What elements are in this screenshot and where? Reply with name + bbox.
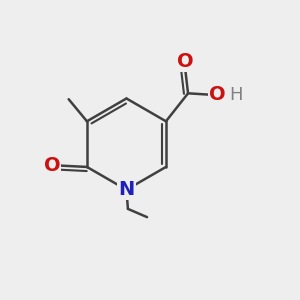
Text: O: O: [177, 52, 194, 71]
Text: N: N: [118, 180, 135, 199]
Text: O: O: [208, 85, 225, 104]
Text: O: O: [44, 156, 61, 175]
Text: H: H: [229, 86, 243, 104]
